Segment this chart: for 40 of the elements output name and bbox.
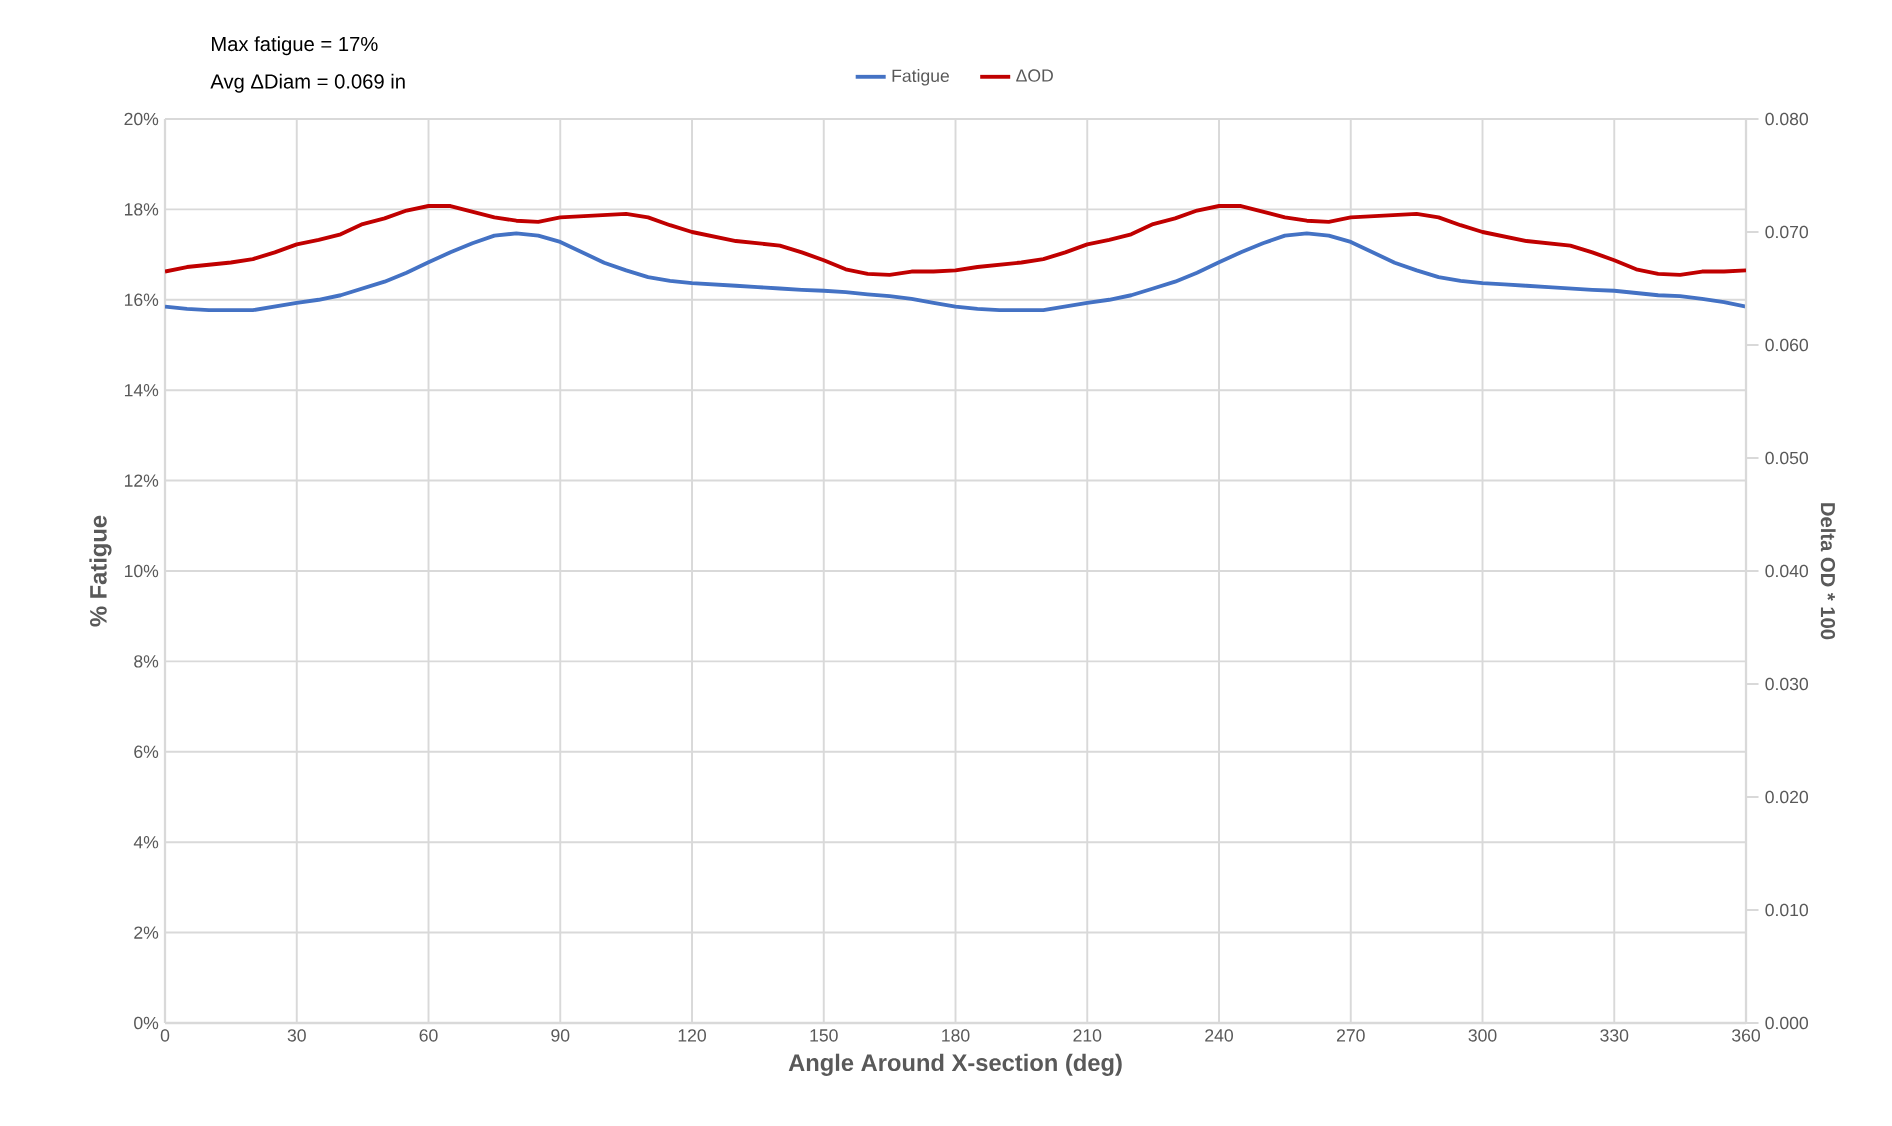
- y-axis-title: % Fatigue: [89, 515, 112, 627]
- y-tick-label: 16%: [124, 293, 159, 306]
- legend-label: Fatigue: [892, 69, 949, 86]
- y-tick-label: 14%: [124, 384, 159, 397]
- x-axis-title: Angle Around X-section (deg): [788, 1053, 1122, 1076]
- x-tick-label: 330: [1600, 1029, 1629, 1042]
- x-tick-label: 240: [1205, 1029, 1233, 1042]
- y2-tick-label: 0.020: [1765, 790, 1809, 804]
- y-tick-label: 10%: [124, 564, 159, 578]
- x-tick-label: 30: [287, 1029, 306, 1042]
- x-tick-label: 300: [1468, 1029, 1497, 1042]
- y2-tick-label: 0.070: [1765, 225, 1809, 239]
- x-tick-label: 120: [678, 1029, 706, 1042]
- y2-tick-label: 0.030: [1765, 677, 1809, 691]
- x-tick-label: 210: [1073, 1029, 1102, 1042]
- y-tick-label: 8%: [134, 655, 159, 668]
- y2-tick-label: 0.040: [1765, 564, 1809, 578]
- text: Max fatigue = 17%: [212, 36, 378, 56]
- x-tick-label: 0: [160, 1029, 170, 1042]
- x-tick-label: 360: [1732, 1029, 1760, 1042]
- x-tick-label: 150: [810, 1029, 838, 1042]
- y2-tick-label: 0.010: [1765, 903, 1809, 917]
- y-tick-label: 12%: [124, 474, 159, 487]
- y2-tick-label: 0.000: [1765, 1016, 1809, 1030]
- y-tick-label: 0%: [134, 1016, 159, 1030]
- x-tick-label: 180: [942, 1029, 970, 1042]
- y-tick-label: 2%: [134, 926, 159, 939]
- x-tick-label: 60: [419, 1029, 438, 1042]
- x-tick-label: 270: [1336, 1029, 1365, 1042]
- y-tick-label: 18%: [124, 203, 159, 216]
- x-tick-label: 90: [551, 1029, 570, 1042]
- legend-label: ΔOD: [1016, 69, 1053, 82]
- y-tick-label: 6%: [134, 745, 159, 758]
- y2-tick-label: 0.050: [1765, 451, 1809, 465]
- y2-axis-title: Delta OD * 100: [1820, 503, 1836, 640]
- text: Avg ΔDiam = 0.069 in: [210, 73, 405, 93]
- y-tick-label: 4%: [133, 836, 159, 849]
- y2-tick-label: 0.060: [1765, 338, 1809, 352]
- y-tick-label: 20%: [124, 112, 159, 126]
- y2-tick-label: 0.080: [1765, 112, 1809, 126]
